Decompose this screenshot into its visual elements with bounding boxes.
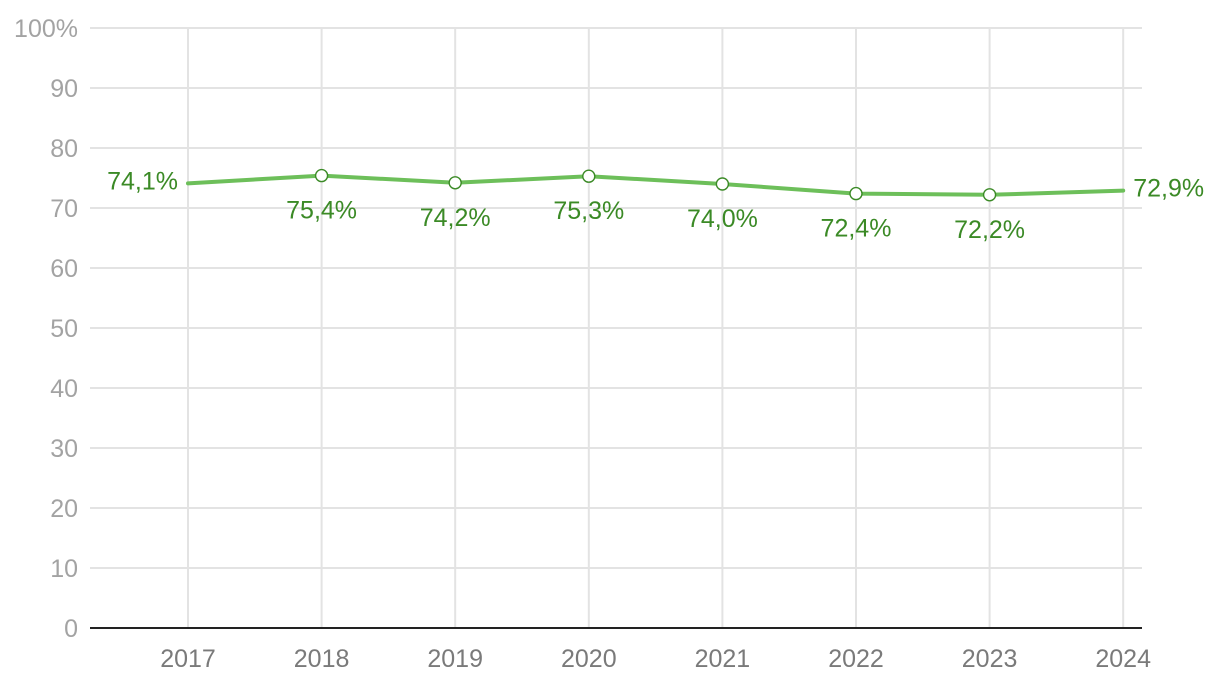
y-tick-label: 60 [50,255,78,283]
data-point [849,186,863,201]
data-point [314,168,329,183]
x-tick-label: 2018 [294,645,350,673]
series-line [186,173,1126,197]
data-point [982,188,997,202]
x-tick-label: 2017 [160,645,216,673]
y-tick-label: 20 [50,495,78,523]
y-tick-label: 90 [50,75,78,103]
data-label: 72,4% [821,215,892,243]
x-tick-label: 2024 [1095,645,1151,673]
y-tick-label: 10 [50,555,78,583]
data-labels: 74,1% 75,4% 74,2% 75,3% 74,0% 72,4% 72,2% 72,9% [107,167,1204,243]
x-tick-label: 2023 [962,645,1018,673]
data-label: 74,2% [420,204,491,232]
y-tick-label: 70 [50,195,78,223]
grid [90,27,1142,628]
y-tick-label: 40 [50,375,78,403]
y-tick-label: 100% [14,15,78,43]
y-tick-label: 50 [50,315,78,343]
x-tick-label: 2019 [427,645,483,673]
y-tick-label: 80 [50,135,78,163]
data-label: 74,0% [687,205,758,233]
x-tick-label: 2020 [561,645,617,673]
axes: 0 10 20 30 40 50 60 70 80 90 100% 2017 2018 2019 2020 2… [14,15,1151,673]
y-tick-label: 0 [64,615,78,643]
data-label: 72,9% [1133,175,1204,203]
data-label: 75,4% [286,197,357,225]
x-tick-label: 2021 [695,645,751,673]
series-layer [186,168,1126,202]
data-label: 74,1% [107,167,178,195]
data-point [448,176,462,190]
data-point [715,177,730,191]
x-tick-label: 2022 [828,645,884,673]
y-tick-label: 30 [50,435,78,463]
data-label: 72,2% [954,216,1025,244]
data-label: 75,3% [553,197,624,225]
data-point [582,169,596,183]
